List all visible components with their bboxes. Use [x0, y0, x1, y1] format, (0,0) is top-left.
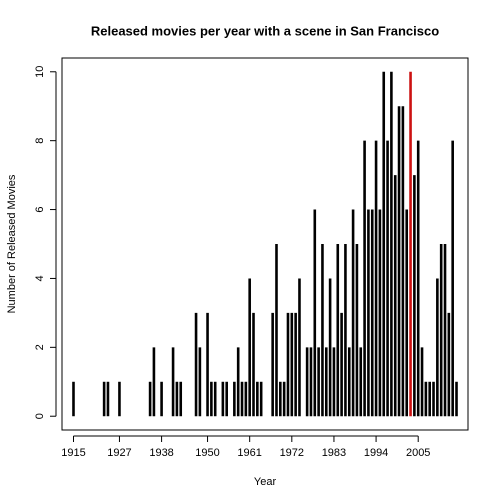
x-tick-label: 2005	[406, 447, 430, 459]
x-tick-label: 1915	[61, 447, 85, 459]
x-tick-label: 1938	[149, 447, 173, 459]
x-tick-label: 1983	[322, 447, 346, 459]
y-tick-label: 6	[34, 206, 46, 212]
y-tick-label: 8	[34, 138, 46, 144]
x-tick-label: 1972	[280, 447, 304, 459]
plot-box	[61, 57, 469, 431]
y-tick-label: 0	[34, 413, 46, 419]
y-tick-label: 2	[34, 344, 46, 350]
x-tick-label: 1927	[107, 447, 131, 459]
x-axis-label: Year	[254, 476, 277, 488]
y-tick-label: 4	[34, 275, 46, 281]
y-axis-label: Number of Released Movies	[6, 174, 18, 313]
chart-title: Released movies per year with a scene in…	[91, 23, 439, 38]
y-tick-label: 10	[34, 66, 46, 78]
x-tick-label: 1950	[195, 447, 219, 459]
x-tick-label: 1994	[364, 447, 388, 459]
x-tick-label: 1961	[237, 447, 261, 459]
